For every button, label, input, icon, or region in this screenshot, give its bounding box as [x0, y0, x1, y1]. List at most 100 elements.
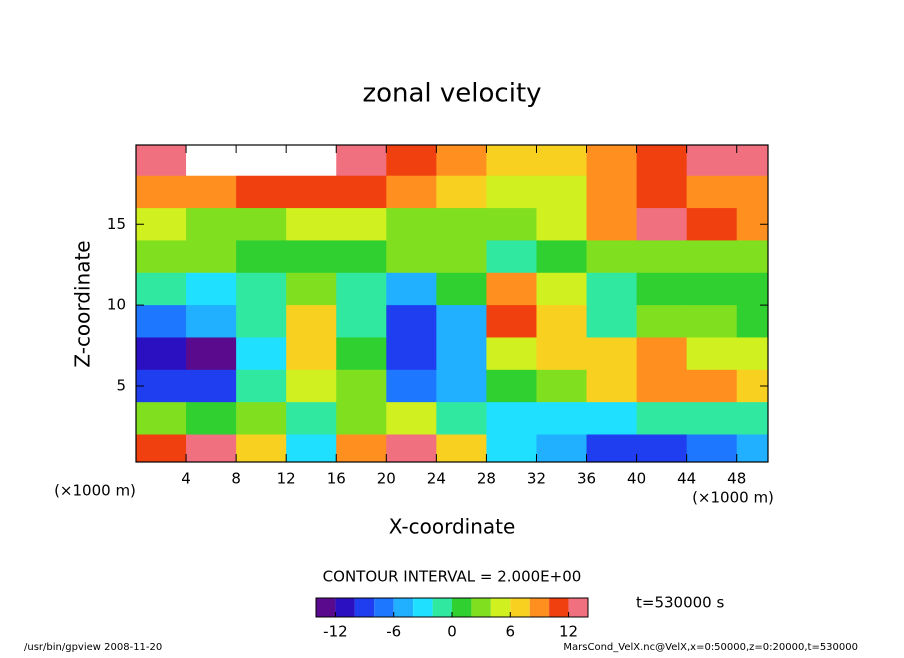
colorbar-cell — [335, 598, 355, 617]
field-cell — [636, 369, 688, 403]
field-cell — [636, 305, 688, 338]
colorbar-tick-label: 12 — [559, 623, 578, 641]
field-cell — [336, 434, 387, 462]
field-cell — [686, 369, 738, 403]
y-tick-label: 10 — [107, 296, 126, 314]
field-cell — [736, 175, 768, 209]
field-cell — [336, 369, 387, 403]
field-cell — [586, 175, 638, 209]
field-cell — [436, 272, 487, 306]
field-cell — [286, 337, 337, 371]
field-cell — [736, 240, 768, 274]
field-cell — [336, 305, 387, 338]
field-cell — [636, 337, 688, 371]
field-cell — [336, 272, 387, 306]
x-tick-label: 20 — [377, 470, 396, 488]
colorbar-cell — [316, 598, 336, 617]
footer-left: /usr/bin/gpview 2008-11-20 — [24, 642, 162, 653]
field-cell — [136, 208, 187, 241]
field-cell — [436, 145, 487, 177]
field-cell — [636, 145, 688, 177]
field-cell — [136, 175, 187, 209]
field-cell — [436, 434, 487, 462]
field-cell — [486, 305, 537, 338]
x-tick-label: 28 — [477, 470, 496, 488]
x-tick-label: 24 — [427, 470, 446, 488]
field-cell — [186, 145, 237, 177]
plot-frame — [135, 144, 769, 463]
field-cell — [636, 175, 688, 209]
time-label: t=530000 s — [636, 594, 724, 612]
colorbar-cell — [354, 598, 375, 617]
field-cell — [136, 402, 187, 436]
colorbar-tick-label: 6 — [506, 623, 516, 641]
field-cell — [386, 402, 437, 436]
field-cell — [136, 272, 187, 306]
field-cell — [436, 208, 487, 241]
field-cell — [436, 305, 487, 338]
field-cell — [736, 434, 768, 462]
colorbar-cell — [374, 598, 394, 617]
field-cell — [486, 145, 537, 177]
field-cell — [386, 434, 437, 462]
field-cell — [186, 337, 237, 371]
field-cell — [636, 402, 688, 436]
field-cell — [486, 272, 537, 306]
field-cell — [386, 145, 437, 177]
field-cell — [536, 337, 588, 371]
field-cell — [436, 337, 487, 371]
field-cell — [486, 240, 537, 274]
x-tick-label: 48 — [727, 470, 746, 488]
field-cell — [436, 240, 487, 274]
y-tick-label: 15 — [107, 215, 126, 233]
colorbar-cell — [393, 598, 414, 617]
field-cell — [136, 240, 187, 274]
field-cell — [536, 208, 588, 241]
field-cell — [536, 175, 588, 209]
field-cell — [186, 272, 237, 306]
colorbar-cell — [452, 598, 472, 617]
field-cell — [536, 434, 588, 462]
field-cell — [336, 175, 387, 209]
colorbar-cell — [510, 598, 530, 617]
y-tick-label: 5 — [116, 376, 126, 394]
field-cell — [686, 337, 738, 371]
field-cell — [686, 240, 738, 274]
colorbar-cell — [432, 598, 452, 617]
colorbar-tick-label: 0 — [447, 623, 457, 641]
field-cell — [736, 145, 768, 177]
colorbar-cell — [471, 598, 491, 617]
field-cell — [586, 145, 638, 177]
field-cell — [686, 208, 738, 241]
x-tick-label: 4 — [181, 470, 191, 488]
colorbar-cell — [413, 598, 433, 617]
x-axis-label: X-coordinate — [389, 515, 516, 539]
field-cell — [286, 305, 337, 338]
field-cell — [686, 402, 738, 436]
field-cell — [736, 337, 768, 371]
field-cell — [136, 145, 187, 177]
field-cell — [136, 337, 187, 371]
field-cell — [186, 240, 237, 274]
field-cell — [336, 337, 387, 371]
field-cell — [686, 305, 738, 338]
field-cell — [686, 145, 738, 177]
colorbar-cell — [529, 598, 550, 617]
field-cell — [586, 208, 638, 241]
field-cell — [186, 402, 237, 436]
field-cell — [236, 145, 287, 177]
x-tick-label: 12 — [277, 470, 296, 488]
field-cell — [386, 272, 437, 306]
field-cell — [336, 402, 387, 436]
field-cell — [686, 272, 738, 306]
field-cell — [386, 369, 437, 403]
field-cell — [186, 305, 237, 338]
field-cell — [586, 434, 638, 462]
field-cell — [236, 272, 287, 306]
field-cell — [486, 369, 537, 403]
field-cell — [286, 145, 337, 177]
x-tick-label: 40 — [627, 470, 646, 488]
field-cell — [236, 305, 287, 338]
field-cell — [536, 369, 588, 403]
field-cell — [136, 434, 187, 462]
